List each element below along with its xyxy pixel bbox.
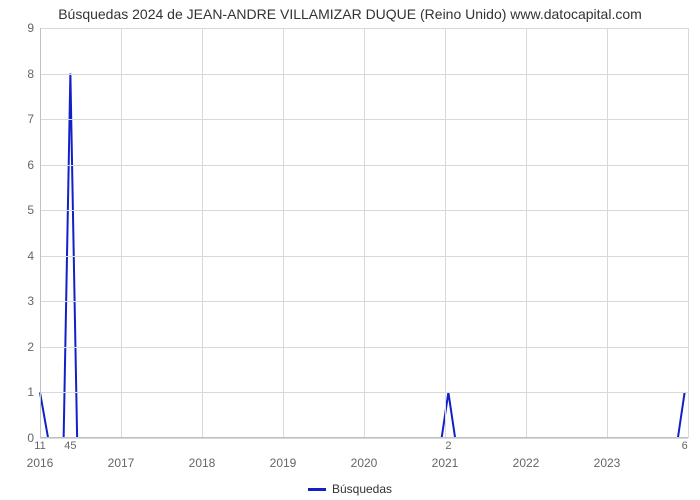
gridline-vertical	[202, 28, 203, 438]
gridline-vertical	[688, 28, 689, 438]
gridline-vertical	[445, 28, 446, 438]
legend-label: Búsquedas	[332, 482, 392, 496]
y-tick-label: 7	[10, 112, 40, 126]
gridline-vertical	[121, 28, 122, 438]
x-tick-label: 2018	[189, 438, 216, 470]
gridline-vertical	[283, 28, 284, 438]
y-tick-label: 6	[10, 158, 40, 172]
plot-area: 0123456789201620172018201920202021202220…	[40, 28, 688, 438]
x-tick-label: 2023	[594, 438, 621, 470]
x-tick-label: 2017	[108, 438, 135, 470]
data-point-label: 2	[445, 440, 451, 452]
y-tick-label: 4	[10, 249, 40, 263]
axis-line	[40, 28, 41, 438]
data-point-label: 6	[682, 440, 688, 452]
chart-title: Búsquedas 2024 de JEAN-ANDRE VILLAMIZAR …	[0, 6, 700, 22]
x-tick-label: 2020	[351, 438, 378, 470]
legend-swatch	[308, 488, 326, 491]
x-tick-label: 2019	[270, 438, 297, 470]
y-tick-label: 9	[10, 21, 40, 35]
y-tick-label: 1	[10, 385, 40, 399]
y-tick-label: 2	[10, 340, 40, 354]
gridline-vertical	[364, 28, 365, 438]
chart-container: Búsquedas 2024 de JEAN-ANDRE VILLAMIZAR …	[0, 0, 700, 500]
gridline-vertical	[607, 28, 608, 438]
y-tick-label: 3	[10, 294, 40, 308]
data-point-label: 11	[34, 440, 45, 452]
y-tick-label: 8	[10, 67, 40, 81]
data-point-label: 45	[64, 440, 76, 452]
x-tick-label: 2022	[513, 438, 540, 470]
legend: Búsquedas	[0, 481, 700, 496]
gridline-vertical	[526, 28, 527, 438]
y-tick-label: 5	[10, 203, 40, 217]
